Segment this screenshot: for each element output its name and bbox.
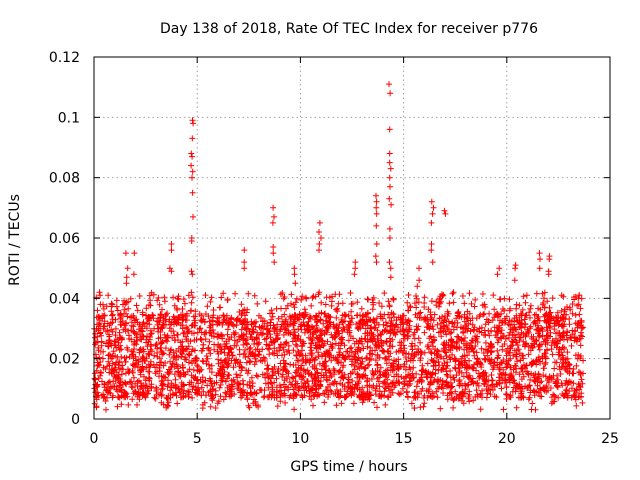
- x-tick-label: 20: [498, 431, 516, 447]
- y-tick-label: 0.02: [49, 352, 80, 368]
- x-tick-label: 5: [193, 431, 202, 447]
- x-tick-label: 10: [291, 431, 309, 447]
- axes: 0 5 10 15 20 25 0 0.02 0.04 0.06 0.08 0.1 0.12: [49, 50, 619, 447]
- x-tick-label: 25: [601, 431, 619, 447]
- y-tick-label: 0.04: [49, 291, 80, 307]
- x-tick-label: 15: [395, 431, 413, 447]
- data-points: [91, 81, 587, 413]
- y-tick-label: 0.12: [49, 50, 80, 66]
- y-tick-label: 0.06: [49, 231, 80, 247]
- y-tick-label: 0.1: [58, 110, 80, 126]
- y-tick-label: 0.08: [49, 171, 80, 187]
- x-axis-label: GPS time / hours: [290, 459, 407, 475]
- y-axis-label: ROTI / TECUs: [7, 194, 23, 286]
- x-tick-label: 0: [90, 431, 99, 447]
- y-tick-label: 0: [71, 412, 80, 428]
- roti-points: [91, 81, 587, 413]
- chart-title: Day 138 of 2018, Rate Of TEC Index for r…: [160, 21, 538, 37]
